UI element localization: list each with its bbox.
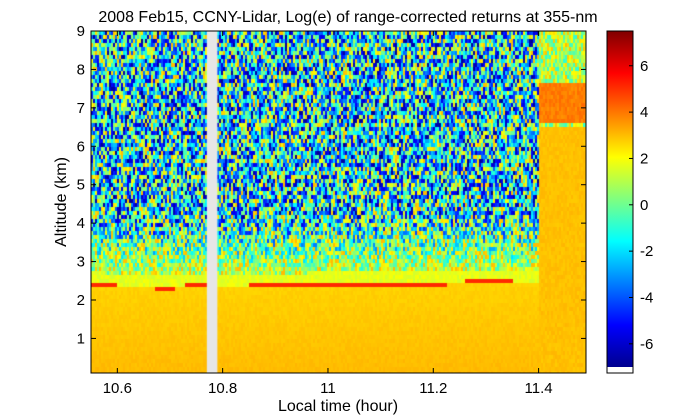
colorbar-tick-label: -2 [640, 243, 653, 260]
x-tick-label: 10.6 [103, 380, 132, 397]
y-tick-label: 9 [77, 23, 85, 40]
heatmap-image [91, 31, 586, 373]
colorbar-tick-label: -6 [640, 336, 653, 353]
colorbar-frame [606, 30, 634, 374]
colorbar: -6 -4 -2 0 2 4 6 [606, 30, 653, 374]
y-tick-label: 7 [77, 100, 85, 117]
y-tick-label: 8 [77, 61, 85, 78]
x-tick-label: 10.8 [208, 380, 237, 397]
x-axis-label: Local time (hour) [278, 398, 398, 415]
y-tick-label: 5 [77, 177, 85, 194]
y-tick-label: 2 [77, 292, 85, 309]
colorbar-tick-label: 2 [640, 150, 648, 167]
colorbar-tick-label: -4 [640, 289, 653, 306]
plot-frame [90, 30, 587, 374]
colorbar-ticks: -6 -4 -2 0 2 4 6 [629, 58, 653, 353]
colorbar-tick-label: 6 [640, 58, 648, 75]
y-tick-label: 1 [77, 330, 85, 347]
colorbar-gradient [607, 31, 633, 367]
heatmap-plot [91, 31, 586, 373]
y-axis: 1 2 3 4 5 6 7 8 9 [77, 23, 586, 347]
y-tick-label: 6 [77, 138, 85, 155]
x-tick-label: 11 [320, 380, 336, 397]
colorbar-tick-label: 0 [640, 197, 648, 214]
x-tick-label: 11.4 [525, 380, 553, 397]
y-tick-label: 3 [77, 254, 85, 271]
chart-title: 2008 Feb15, CCNY-Lidar, Log(e) of range-… [98, 9, 597, 26]
x-tick-label: 11.2 [419, 380, 447, 397]
y-axis-label: Altitude (km) [53, 157, 70, 247]
x-axis: 10.6 10.8 11 11.2 11.4 [103, 31, 553, 397]
y-tick-label: 4 [77, 215, 85, 232]
colorbar-tick-label: 4 [640, 104, 648, 121]
